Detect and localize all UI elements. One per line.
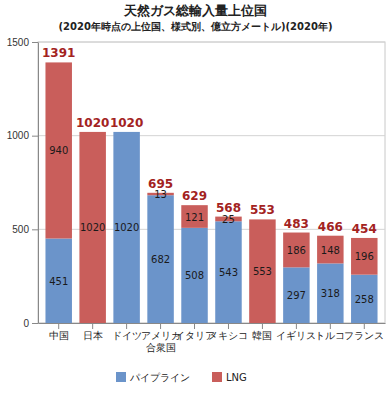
bar-segment [317, 263, 343, 323]
grid-line [38, 42, 385, 43]
total-label: 466 [318, 220, 343, 234]
x-tick: トルコ [315, 323, 345, 341]
bar-segment [181, 228, 207, 323]
legend-label: パイプライン [129, 372, 190, 383]
x-axis-line [39, 323, 386, 324]
data-label: 121 [185, 212, 204, 223]
x-tick-mark [330, 323, 331, 329]
x-tick-mark [160, 323, 161, 329]
bar-segment [351, 275, 377, 323]
y-tick: 500 [12, 224, 38, 235]
x-tick-mark [228, 323, 229, 329]
x-tick-label: イギリス [276, 330, 316, 341]
total-label: 454 [352, 222, 377, 236]
x-tick-mark [296, 323, 297, 329]
x-tick: イギリス [276, 323, 316, 341]
x-tick-mark [92, 323, 93, 329]
subtitle: (2020年時点の上位国、様式別、億立方メートル)(2020年) [59, 21, 333, 32]
data-label: 196 [355, 251, 374, 262]
total-label: 553 [250, 203, 275, 217]
x-tick-label: フランス [344, 330, 384, 341]
bar-segment [113, 132, 139, 323]
total-label: 568 [216, 201, 241, 215]
data-labels: 4511020682508543297318258940102013121255… [49, 145, 374, 304]
x-tick-mark [58, 323, 59, 329]
bar-segment [79, 132, 105, 323]
y-tick: 1000 [7, 130, 38, 141]
data-label: 297 [287, 290, 306, 301]
x-tick-mark [364, 323, 365, 329]
bar-segment [215, 221, 241, 323]
total-label: 1020 [110, 116, 143, 130]
y-tick-label: 500 [12, 224, 29, 235]
data-label: 1020 [114, 222, 139, 233]
x-tick-label: 中国 [49, 330, 69, 341]
data-label: 25 [222, 214, 235, 225]
bar-segment [283, 267, 309, 323]
legend: パイプライン LNG [116, 372, 247, 383]
bar-segment [45, 62, 71, 238]
y-axis-line [38, 43, 39, 324]
legend-label: LNG [226, 372, 247, 383]
legend-swatch [116, 372, 126, 382]
bar-segment [249, 219, 275, 323]
x-axis: 中国日本ドイツアメリカ合衆国イタリアメキシコ韓国イギリストルコフランス [39, 323, 386, 353]
total-label: 695 [148, 177, 173, 191]
grid [38, 42, 385, 323]
x-tick: ドイツ [112, 323, 142, 341]
bar-segment [351, 238, 377, 275]
plot-frame [38, 42, 385, 323]
y-tick-mark [32, 229, 38, 230]
total-label: 629 [182, 189, 207, 203]
y-tick: 0 [23, 318, 38, 329]
chart: 天然ガス総輸入量上位国 (2020年時点の上位国、様式別、億立方メートル)(202… [0, 0, 391, 400]
y-tick-label: 1500 [7, 37, 30, 48]
legend-swatch [212, 372, 222, 382]
bar-segment [45, 239, 71, 323]
x-tick: 中国 [49, 323, 69, 341]
y-tick-label: 0 [23, 318, 29, 329]
legend-item: パイプライン [116, 372, 190, 383]
data-label: 148 [321, 245, 340, 256]
data-label: 258 [355, 294, 374, 305]
y-tick-mark [32, 323, 38, 324]
data-label: 940 [49, 145, 68, 156]
x-tick-mark [126, 323, 127, 329]
total-label: 483 [284, 217, 309, 231]
bars [45, 62, 377, 323]
y-tick-mark [32, 136, 38, 137]
y-axis: 0 500 1000 1500 [7, 37, 39, 329]
data-label: 1020 [80, 222, 105, 233]
y-tick-mark [32, 42, 38, 43]
data-label: 451 [49, 276, 68, 287]
x-tick-label: メキシコ [208, 330, 248, 341]
data-label: 682 [151, 254, 170, 265]
data-label: 318 [321, 288, 340, 299]
x-tick-label: ドイツ [112, 330, 142, 341]
legend-item: LNG [212, 372, 247, 383]
x-tick-mark [262, 323, 263, 329]
x-tick-mark [194, 323, 195, 329]
data-label: 508 [185, 270, 204, 281]
x-tick: メキシコ [208, 323, 248, 341]
x-tick-label: 日本 [83, 330, 103, 341]
x-tick: 韓国 [252, 323, 272, 341]
x-tick-label: トルコ [315, 330, 345, 341]
total-label: 1020 [76, 116, 109, 130]
data-label: 553 [253, 266, 272, 277]
data-label: 186 [287, 245, 306, 256]
x-tick: 日本 [83, 323, 103, 341]
bar-segment [283, 233, 309, 268]
bar-segment [317, 236, 343, 264]
bar-segment [181, 205, 207, 228]
bar-segment [147, 195, 173, 323]
y-tick-label: 1000 [7, 130, 30, 141]
plot: 4511020682508543297318258940102013121255… [7, 37, 386, 353]
title: 天然ガス総輸入量上位国 [123, 3, 267, 18]
total-label: 1391 [42, 46, 75, 60]
x-tick: フランス [344, 323, 384, 341]
y-tick: 1500 [7, 37, 38, 48]
data-label: 543 [219, 267, 238, 278]
x-tick-label: 韓国 [252, 330, 272, 341]
